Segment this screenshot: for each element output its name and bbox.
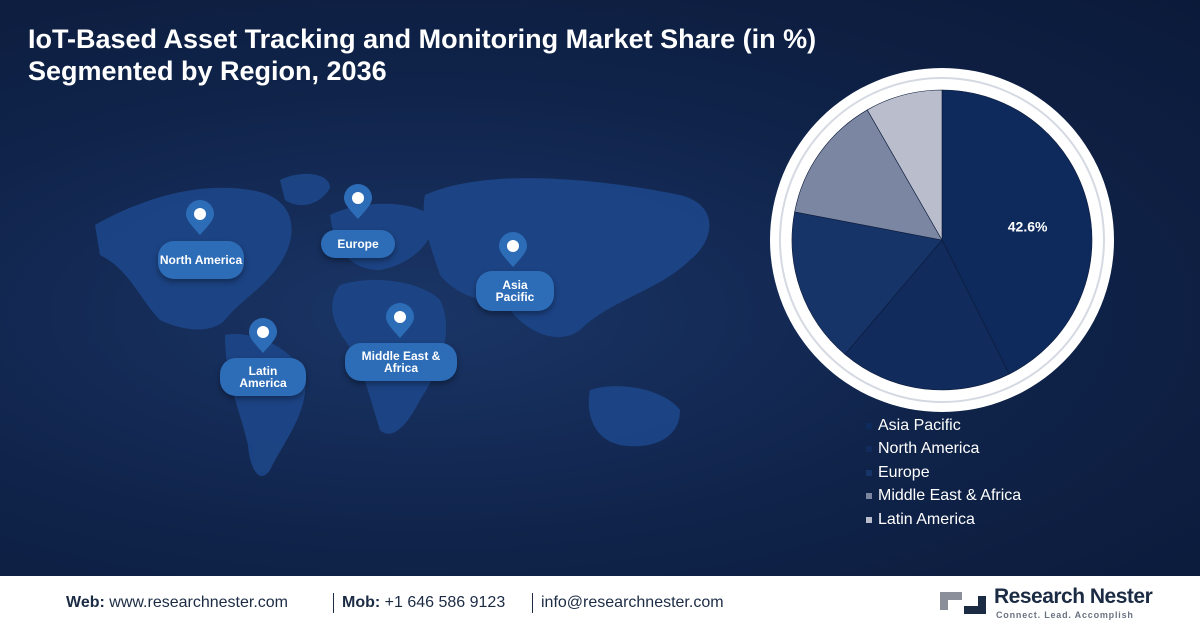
legend-item: Europe bbox=[866, 461, 1021, 485]
map-label: Asia Pacific bbox=[476, 271, 554, 311]
legend-swatch bbox=[866, 493, 872, 500]
legend-label: Europe bbox=[878, 463, 930, 481]
pie-slice bbox=[794, 109, 943, 241]
map-label: Europe bbox=[321, 230, 395, 258]
legend: Asia Pacific North America Europe Middle Ea… bbox=[866, 414, 1021, 532]
chart-title: IoT-Based Asset Tracking and Monitoring … bbox=[28, 24, 817, 54]
pie-ring-inner bbox=[779, 77, 1105, 403]
logo-tagline: Connect. Lead. Accomplish bbox=[996, 610, 1134, 620]
logo-name: Research Nester bbox=[994, 585, 1153, 608]
legend-item: North America bbox=[866, 438, 1021, 462]
legend-label: Middle East & Africa bbox=[878, 487, 1022, 505]
footer-text: info@researchnester.com bbox=[541, 594, 724, 611]
footer: Web: www.researchnester.com Mob: +1 646 … bbox=[0, 576, 1200, 628]
footer-label: Mob: bbox=[342, 594, 381, 611]
legend-swatch bbox=[866, 446, 872, 453]
pie-slice bbox=[791, 211, 943, 355]
logo-icon bbox=[940, 592, 986, 614]
pie-slice bbox=[844, 239, 1010, 391]
legend-swatch bbox=[866, 516, 872, 523]
footer-mail: info@researchnester.com bbox=[541, 594, 724, 612]
separator bbox=[532, 593, 533, 613]
legend-swatch bbox=[866, 422, 872, 429]
footer-text: www.researchnester.com bbox=[109, 594, 288, 611]
legend-label: Asia Pacific bbox=[878, 416, 961, 434]
footer-mob: Mob: +1 646 586 9123 bbox=[342, 594, 505, 612]
footer-text: +1 646 586 9123 bbox=[384, 594, 506, 611]
legend-label: North America bbox=[878, 440, 980, 458]
pie-slice bbox=[866, 89, 943, 242]
legend-item: Middle East & Africa bbox=[866, 485, 1021, 509]
chart-subtitle: Segmented by Region, 2036 bbox=[28, 56, 387, 86]
legend-item: Asia Pacific bbox=[866, 414, 1021, 438]
legend-swatch bbox=[866, 469, 872, 476]
pie-slice bbox=[941, 89, 1093, 375]
map-label: Middle East & Africa bbox=[345, 343, 457, 381]
legend-label: Latin America bbox=[878, 510, 975, 528]
map-pins bbox=[186, 184, 527, 353]
data-label: 42.6% bbox=[1008, 218, 1048, 234]
separator bbox=[333, 593, 334, 613]
legend-item: Latin America bbox=[866, 508, 1021, 532]
map-label: North America bbox=[158, 241, 244, 279]
map-label: Latin America bbox=[220, 358, 306, 396]
footer-label: Web: bbox=[66, 594, 105, 611]
footer-web: Web: www.researchnester.com bbox=[66, 594, 288, 612]
